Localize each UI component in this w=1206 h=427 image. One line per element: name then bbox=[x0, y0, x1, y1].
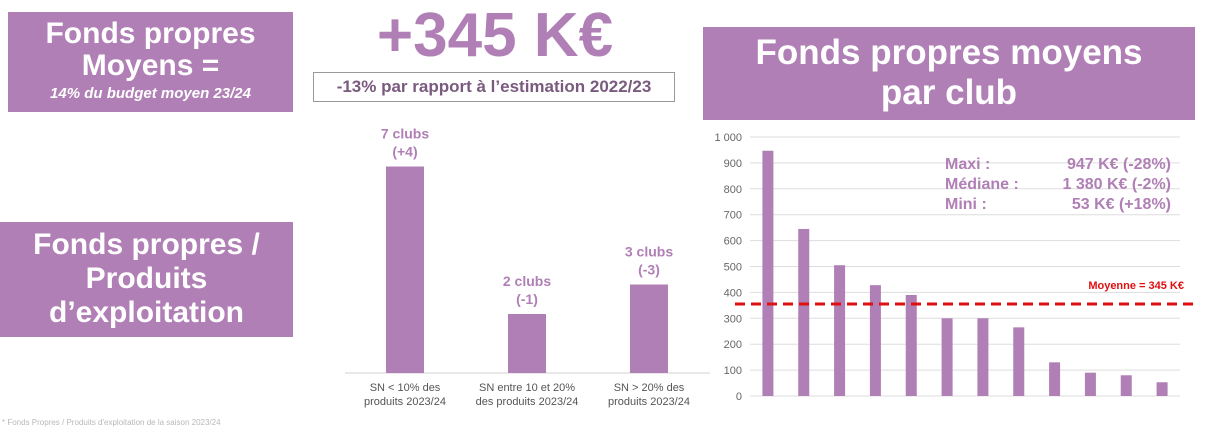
equity-average-box: Fonds propres Moyens = 14% du budget moy… bbox=[8, 12, 293, 112]
club-chart-y-tick: 200 bbox=[724, 339, 742, 351]
ratio-bar-label: (+4) bbox=[392, 144, 417, 160]
equity-ratio-title-3: d’exploitation bbox=[49, 296, 244, 329]
club-chart-y-tick: 400 bbox=[724, 287, 742, 299]
equity-ratio-box: Fonds propres / Produits d’exploitation bbox=[0, 222, 293, 337]
club-chart-y-tick: 0 bbox=[736, 391, 742, 403]
ratio-category-label: des produits 2023/24 bbox=[476, 396, 579, 408]
stat-label: Mini : bbox=[945, 196, 987, 213]
ratio-category-label: produits 2023/24 bbox=[364, 396, 446, 408]
club-chart-y-tick: 500 bbox=[724, 262, 742, 274]
club-chart-y-tick: 300 bbox=[724, 313, 742, 325]
club-equity-bar bbox=[798, 228, 810, 396]
footnote: * Fonds Propres / Produits d'exploitatio… bbox=[2, 418, 221, 427]
ratio-bar-label: 2 clubs bbox=[503, 273, 551, 289]
stat-value: 947 K€ (-28%) bbox=[1067, 156, 1171, 173]
club-equity-bar bbox=[834, 265, 846, 396]
equity-average-title-2: Moyens = bbox=[81, 49, 220, 82]
ratio-bar-label: 7 clubs bbox=[381, 126, 429, 142]
ratio-bar-label: (-3) bbox=[638, 262, 660, 278]
stat-value: 1 380 K€ (-2%) bbox=[1063, 176, 1172, 193]
club-equity-title-1: Fonds propres moyens bbox=[755, 33, 1143, 72]
club-equity-title-2: par club bbox=[880, 73, 1018, 112]
club-equity-bar bbox=[762, 150, 774, 396]
club-chart-y-tick: 1 000 bbox=[714, 132, 742, 144]
ratio-category-label: SN < 10% des bbox=[370, 382, 441, 394]
equity-ratio-title-1: Fonds propres / bbox=[33, 228, 260, 261]
ratio-bar bbox=[630, 284, 668, 373]
stat-value: 53 K€ (+18%) bbox=[1072, 196, 1171, 213]
club-equity-bar bbox=[869, 285, 881, 396]
club-equity-bar bbox=[1013, 327, 1025, 396]
club-equity-bar bbox=[905, 294, 917, 396]
ratio-category-label: SN entre 10 et 20% bbox=[479, 382, 575, 394]
equity-ratio-title-2: Produits bbox=[85, 262, 208, 295]
club-equity-bar bbox=[977, 318, 989, 396]
equity-average-title-1: Fonds propres bbox=[45, 17, 256, 50]
club-chart-y-tick: 700 bbox=[724, 210, 742, 222]
ratio-bar-label: (-1) bbox=[516, 291, 538, 307]
club-chart-y-tick: 600 bbox=[724, 236, 742, 248]
headline-value: +345 K€ bbox=[376, 1, 614, 70]
average-label: Moyenne = 345 K€ bbox=[1088, 280, 1184, 292]
club-chart-y-tick: 800 bbox=[724, 184, 742, 196]
stat-label: Médiane : bbox=[945, 176, 1019, 193]
club-chart-y-tick: 100 bbox=[724, 365, 742, 377]
ratio-category-label: produits 2023/24 bbox=[608, 396, 690, 408]
ratio-category-label: SN > 20% des bbox=[614, 382, 685, 394]
club-equity-bar bbox=[941, 318, 953, 396]
club-equity-bar bbox=[1049, 362, 1061, 396]
club-chart-y-tick: 900 bbox=[724, 158, 742, 170]
stat-label: Maxi : bbox=[945, 156, 990, 173]
ratio-bar bbox=[386, 166, 424, 373]
club-equity-title-box: Fonds propres moyens par club bbox=[703, 27, 1195, 120]
ratio-bar bbox=[508, 314, 546, 373]
club-equity-bar bbox=[1084, 372, 1096, 396]
headline-subtitle: -13% par rapport à l’estimation 2022/23 bbox=[313, 72, 675, 102]
equity-average-subtitle: 14% du budget moyen 23/24 bbox=[50, 85, 251, 102]
club-equity-bar bbox=[1120, 375, 1132, 396]
club-equity-bar bbox=[1156, 382, 1168, 396]
ratio-bar-label: 3 clubs bbox=[625, 244, 673, 260]
